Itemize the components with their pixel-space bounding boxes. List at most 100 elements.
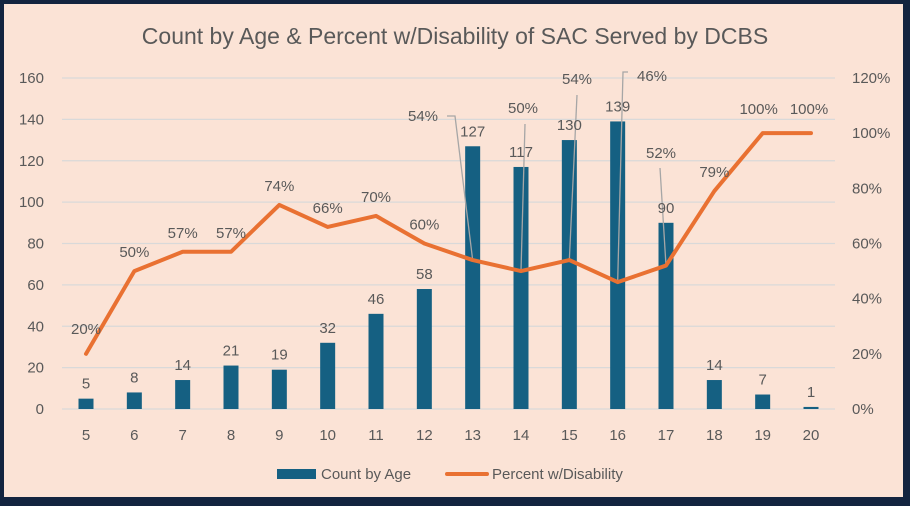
line-data-label: 50%: [508, 100, 538, 117]
bar-data-label: 19: [271, 347, 288, 364]
y-tick-label: 60: [27, 277, 44, 294]
bar: [78, 398, 94, 409]
leader-lines: [447, 71, 667, 283]
x-tick-label: 9: [275, 427, 283, 444]
x-tick-label: 18: [706, 427, 723, 444]
x-axis: 5 6 7 8 9 10 11 12 13 14 15 16 17 18 19 20: [82, 427, 820, 444]
leader-line: [659, 167, 667, 266]
x-tick-label: 17: [658, 427, 675, 444]
x-tick-label: 19: [754, 427, 771, 444]
bar-data-label: 14: [706, 357, 723, 374]
x-tick-label: 7: [178, 427, 186, 444]
x-tick-label: 11: [368, 427, 384, 444]
y2-tick-label: 100%: [852, 125, 890, 142]
bar: [755, 394, 771, 409]
y-tick-label: 0: [36, 401, 44, 418]
y-tick-label: 160: [19, 70, 44, 87]
bar-data-label: 127: [460, 123, 485, 140]
bar-data-label: 90: [658, 200, 675, 217]
line-data-label: 20%: [71, 321, 101, 338]
y2-tick-label: 80%: [852, 180, 882, 197]
chart-title: Count by Age & Percent w/Disability of S…: [142, 23, 768, 49]
x-tick-label: 5: [82, 427, 90, 444]
chart-area: Count by Age & Percent w/Disability of S…: [4, 4, 903, 497]
bar: [513, 166, 529, 409]
legend-label-percent: Percent w/Disability: [492, 466, 623, 483]
y2-tick-label: 40%: [852, 291, 882, 308]
bar: [658, 222, 674, 409]
leader-line: [447, 115, 474, 261]
bar: [465, 146, 481, 410]
bar: [175, 380, 191, 409]
bar-data-label: 8: [130, 369, 138, 386]
bar-data-label: 46: [368, 291, 385, 308]
legend: Count by Age Percent w/Disability: [277, 466, 623, 483]
x-tick-label: 15: [561, 427, 578, 444]
bar: [561, 140, 577, 409]
line-data-labels: 20% 50% 57% 57% 74% 66% 70% 60% 54% 50% 54% 46% 52% 7…: [71, 68, 828, 338]
bar: [271, 369, 287, 409]
bar-data-label: 139: [605, 98, 630, 115]
line-data-label: 66%: [313, 200, 343, 217]
x-tick-label: 13: [464, 427, 481, 444]
x-tick-label: 10: [319, 427, 336, 444]
x-tick-label: 20: [803, 427, 820, 444]
leader-line: [617, 71, 628, 283]
x-tick-label: 14: [513, 427, 530, 444]
bar: [126, 392, 142, 409]
y-tick-label: 140: [19, 111, 44, 128]
bar-data-label: 1: [807, 384, 815, 401]
x-tick-label: 12: [416, 427, 433, 444]
line-data-label: 46%: [637, 68, 667, 85]
x-tick-label: 16: [609, 427, 626, 444]
y2-tick-label: 20%: [852, 346, 882, 363]
bar: [223, 365, 239, 409]
bar-data-label: 117: [509, 144, 533, 161]
bar-data-label: 58: [416, 266, 433, 283]
line-series: [84, 131, 813, 356]
y-tick-label: 100: [19, 194, 44, 211]
bar-data-label: 130: [557, 117, 582, 134]
line-data-label: 79%: [699, 164, 729, 181]
bar-data-label: 14: [174, 357, 191, 374]
line-data-label: 70%: [361, 189, 391, 206]
y-tick-label: 20: [27, 360, 44, 377]
line-data-label: 60%: [409, 217, 439, 234]
line-data-label: 100%: [739, 101, 777, 118]
line-data-label: 57%: [168, 225, 198, 242]
line-data-label: 100%: [790, 101, 828, 118]
legend-label-count: Count by Age: [321, 466, 411, 483]
combo-chart: Count by Age & Percent w/Disability of S…: [19, 23, 890, 483]
legend-swatch-count: [277, 469, 316, 479]
y2-tick-label: 120%: [852, 70, 890, 87]
y-axis-left: 0 20 40 60 80 100 120 140 160: [19, 70, 44, 418]
bar: [320, 342, 336, 409]
y2-tick-label: 0%: [852, 401, 874, 418]
line-data-label: 52%: [646, 145, 676, 162]
y-tick-label: 80: [27, 236, 44, 253]
bar-data-label: 32: [319, 320, 336, 337]
line-data-label: 50%: [119, 244, 149, 261]
y-tick-label: 40: [27, 318, 44, 335]
leader-line: [520, 123, 526, 272]
gridlines: [62, 77, 835, 410]
bar: [803, 406, 819, 409]
bar: [706, 380, 722, 409]
percent-line: [84, 131, 813, 356]
y2-tick-label: 60%: [852, 236, 882, 253]
x-tick-label: 8: [227, 427, 235, 444]
bar-data-label: 5: [82, 376, 90, 393]
x-tick-label: 6: [130, 427, 138, 444]
bar-data-label: 7: [758, 372, 766, 389]
line-data-label: 74%: [264, 178, 294, 195]
bar: [416, 289, 432, 409]
line-data-label: 57%: [216, 225, 246, 242]
line-data-label: 54%: [562, 71, 592, 88]
y-tick-label: 120: [19, 153, 44, 170]
bar: [368, 313, 384, 409]
bar-data-label: 21: [223, 343, 240, 360]
leader-line: [568, 94, 578, 261]
line-data-label: 54%: [408, 108, 438, 125]
y-axis-right: 0% 20% 40% 60% 80% 100% 120%: [852, 70, 890, 418]
